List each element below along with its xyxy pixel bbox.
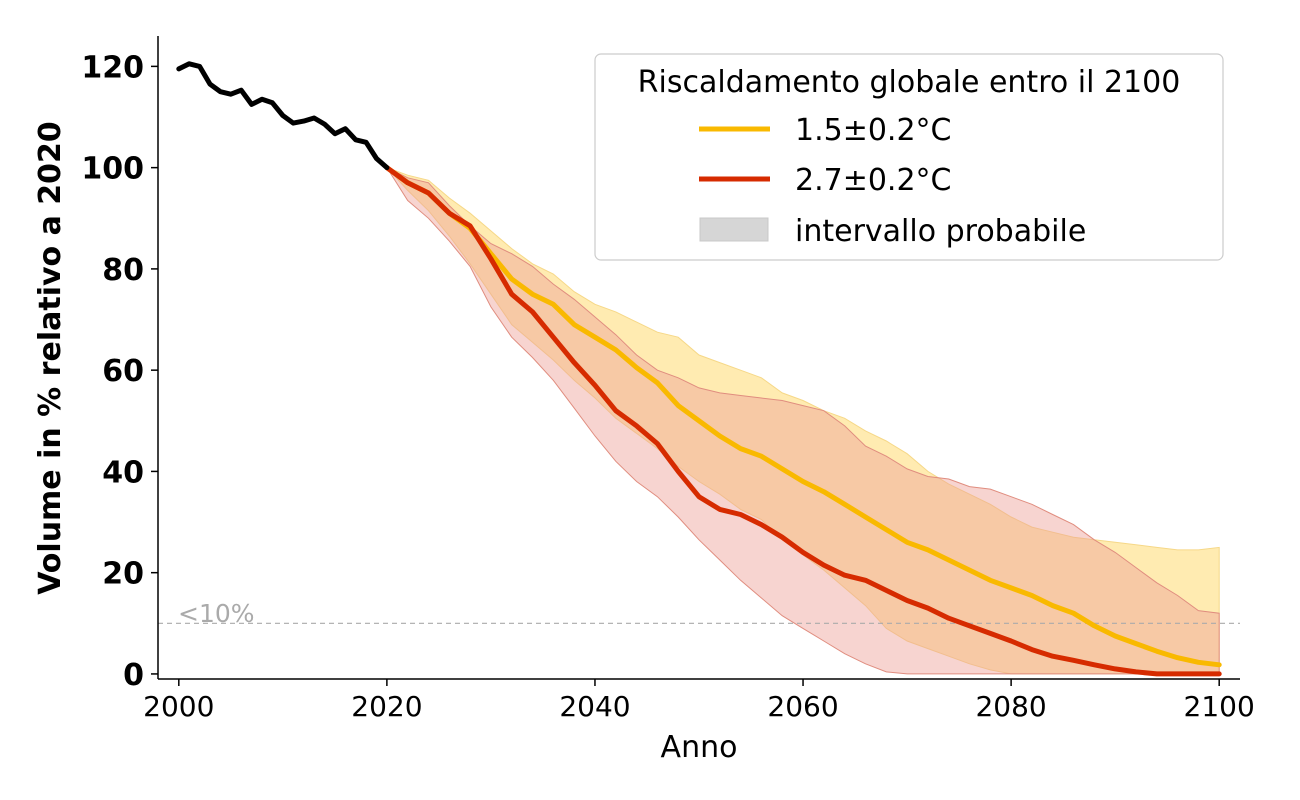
y-tick-label: 40 [102, 455, 144, 490]
x-tick-label: 2040 [559, 690, 630, 723]
y-tick-label: 100 [81, 152, 144, 187]
legend-label-low: 1.5±0.2°C [795, 113, 952, 148]
x-axis-title: Anno [661, 730, 738, 765]
y-tick-label: 0 [123, 658, 144, 693]
legend: Riscaldamento globale entro il 2100 1.5±… [594, 53, 1224, 261]
y-tick-label: 60 [102, 354, 144, 389]
axes [157, 36, 1240, 680]
legend-title: Riscaldamento globale entro il 2100 [638, 65, 1181, 100]
y-tick-label: 20 [102, 557, 144, 592]
y-tick-label: 80 [102, 253, 144, 288]
y-tick-label: 120 [81, 50, 144, 85]
series-line-historical [176, 61, 390, 171]
legend-swatch-band [699, 217, 769, 242]
series-line-low [384, 165, 1222, 668]
x-tick-label: 2080 [975, 690, 1046, 723]
legend-label-band: intervallo probabile [795, 214, 1086, 249]
y-axis-title: Volume in % relativo a 2020 [33, 121, 68, 595]
legend-label-high: 2.7±0.2°C [795, 163, 952, 198]
x-tick-label: 2000 [143, 690, 214, 723]
series-line-high [384, 165, 1222, 677]
band-high [385, 166, 1220, 675]
legend-frame [594, 53, 1224, 261]
series-lines [176, 61, 1222, 677]
x-tick-label: 2100 [1184, 690, 1255, 723]
x-tick-label: 2020 [351, 690, 422, 723]
reference-line-label: <10% [178, 599, 255, 628]
x-tick-label: 2060 [767, 690, 838, 723]
